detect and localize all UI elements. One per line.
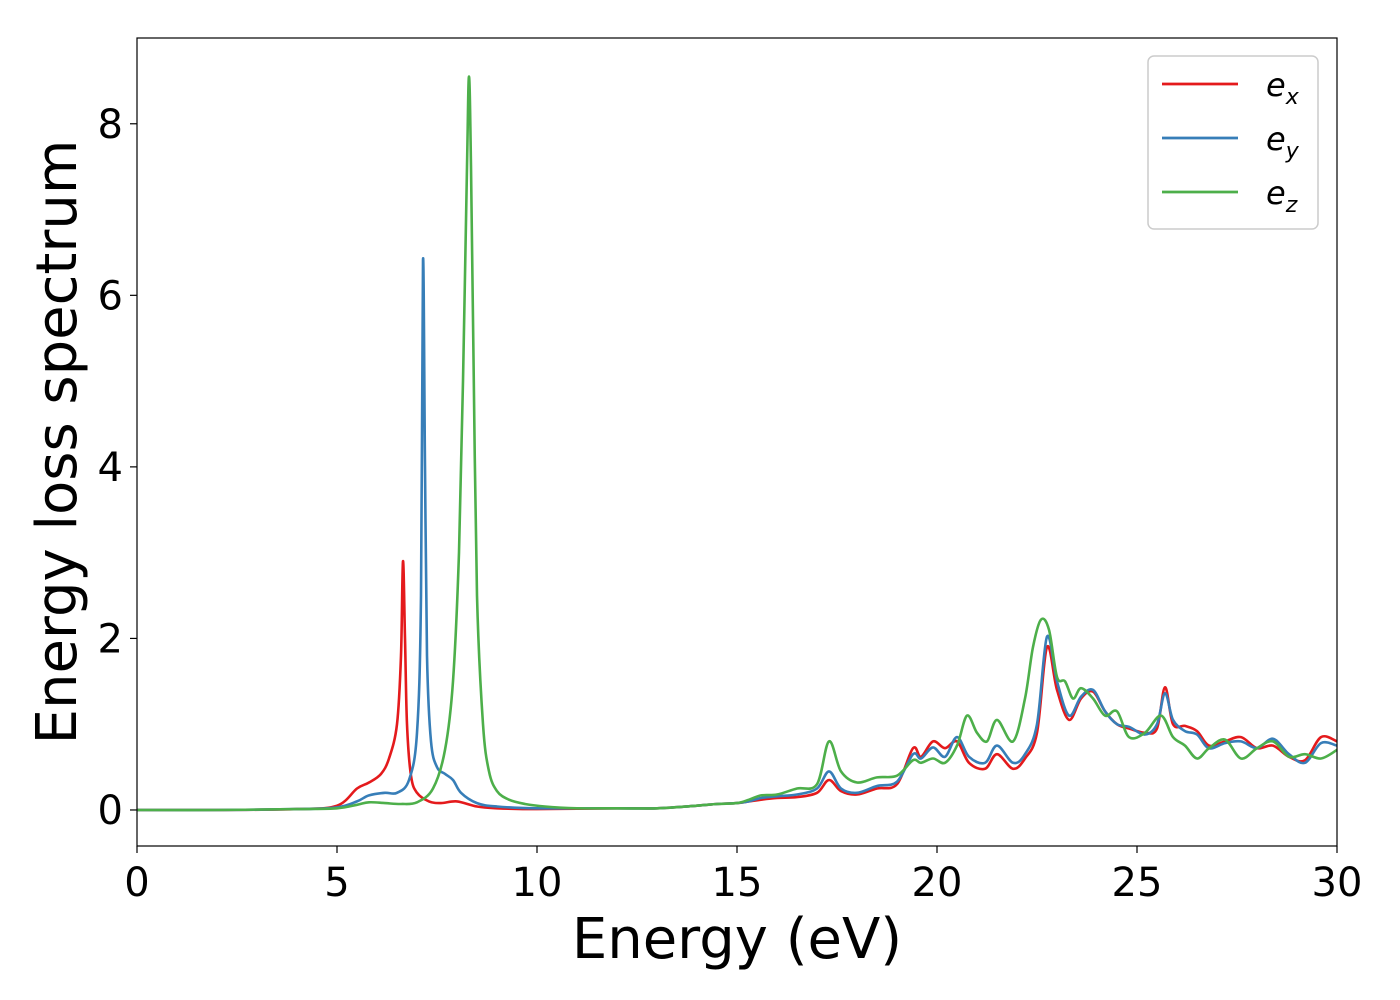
x-axis: 0 5 10 15 20 25 30 (124, 846, 1362, 906)
x-tick-label: 0 (124, 860, 149, 906)
x-tick-label: 5 (324, 860, 349, 906)
y-tick-label: 0 (98, 788, 123, 834)
y-axis: 0 2 4 6 8 (98, 102, 137, 834)
series-line-x (136, 559, 1338, 812)
series-line-y (136, 256, 1338, 812)
y-tick-label: 6 (98, 273, 123, 319)
y-axis-label: Energy loss spectrum (25, 140, 90, 745)
legend-label-subscript: z (1285, 193, 1298, 218)
legend-label-base: e (1266, 66, 1286, 104)
x-tick-label: 20 (912, 860, 963, 906)
legend-label-x: ex (1266, 66, 1300, 110)
y-tick-label: 8 (98, 102, 123, 148)
plot-background (137, 38, 1337, 846)
y-tick-label: 4 (98, 445, 123, 491)
series-layer (136, 75, 1338, 812)
legend-label-y: ey (1266, 120, 1300, 164)
legend-frame (1147, 55, 1319, 230)
series-line-z (136, 75, 1338, 812)
legend-label-base: e (1266, 174, 1286, 212)
x-tick-label: 15 (712, 860, 763, 906)
legend-label-base: e (1266, 120, 1286, 158)
legend-label-subscript: x (1285, 85, 1300, 110)
x-tick-label: 10 (512, 860, 563, 906)
legend-label-z: ez (1266, 174, 1298, 218)
x-tick-label: 30 (1312, 860, 1363, 906)
legend-label-subscript: y (1285, 139, 1300, 164)
y-tick-label: 2 (98, 616, 123, 662)
x-tick-label: 25 (1112, 860, 1163, 906)
x-axis-label: Energy (eV) (572, 907, 902, 972)
